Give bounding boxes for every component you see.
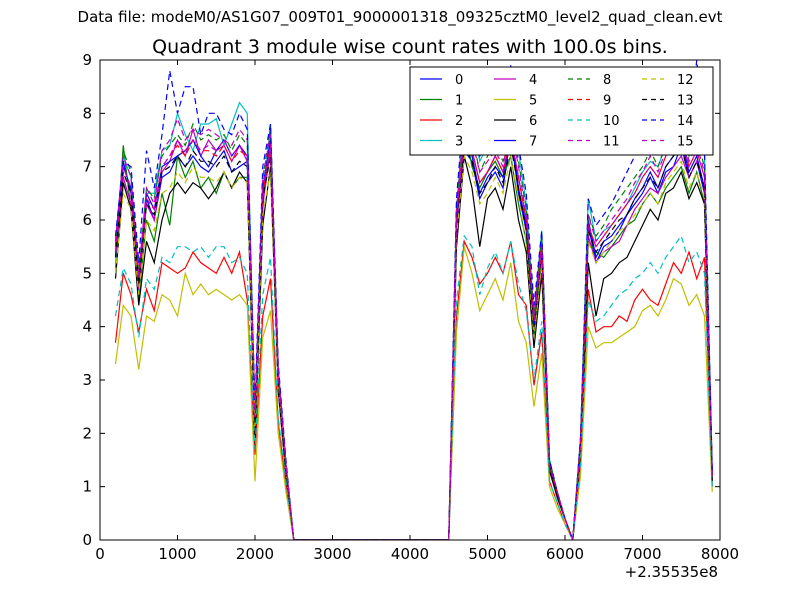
legend-label-15: 15 [677, 135, 694, 150]
series-layer [114, 60, 713, 540]
series-line-8 [114, 116, 713, 540]
legend-label-2: 2 [455, 114, 463, 129]
x-tick-label: 3000 [313, 545, 351, 563]
legend-label-0: 0 [455, 73, 463, 88]
series-line-5 [114, 246, 713, 540]
x-offset-label: +2.35535e8 [625, 563, 718, 581]
legend-label-12: 12 [677, 73, 694, 88]
legend-label-11: 11 [603, 135, 620, 150]
series-line-0 [114, 134, 713, 540]
axis-ticks: 0 1000 2000 3000 4000 5000 6000 7000 80000123456… [82, 51, 739, 563]
series-line-6 [114, 155, 713, 540]
chart-title: Quadrant 3 module wise count rates with … [152, 36, 668, 58]
y-tick-label: 1 [82, 478, 92, 496]
legend-label-6: 6 [529, 114, 537, 129]
legend-label-3: 3 [455, 135, 463, 150]
legend-label-4: 4 [529, 73, 537, 88]
x-tick-label: 6000 [546, 545, 584, 563]
y-tick-label: 3 [82, 371, 92, 389]
x-tick-label: 8000 [701, 545, 739, 563]
x-tick-label: 4000 [391, 545, 429, 563]
series-line-1 [114, 123, 713, 540]
y-tick-label: 9 [82, 51, 92, 69]
x-tick-label: 1000 [158, 545, 196, 563]
x-tick-label: 7000 [623, 545, 661, 563]
x-tick-label: 2000 [236, 545, 274, 563]
y-tick-label: 0 [82, 531, 92, 549]
y-tick-label: 5 [82, 264, 92, 282]
series-line-13 [114, 143, 713, 540]
y-tick-label: 6 [82, 211, 92, 229]
y-tick-label: 8 [82, 104, 92, 122]
y-tick-label: 2 [82, 424, 92, 442]
series-line-12 [114, 153, 713, 540]
legend-label-14: 14 [677, 114, 694, 129]
series-line-10 [114, 234, 713, 540]
legend-label-9: 9 [603, 94, 611, 109]
legend-label-8: 8 [603, 73, 611, 88]
x-tick-label: 0 [95, 545, 105, 563]
series-line-15 [114, 132, 713, 540]
legend-label-1: 1 [455, 94, 463, 109]
legend-label-10: 10 [603, 114, 620, 129]
series-line-9 [114, 132, 713, 540]
legend-label-7: 7 [529, 135, 537, 150]
x-tick-label: 5000 [468, 545, 506, 563]
series-line-11 [114, 116, 713, 540]
legend-label-5: 5 [529, 94, 537, 109]
legend-box [409, 66, 714, 156]
y-tick-label: 7 [82, 158, 92, 176]
figure-suptitle: Data file: modeM0/AS1G07_009T01_90000013… [77, 8, 723, 26]
legend-label-13: 13 [677, 94, 694, 109]
y-tick-label: 4 [82, 318, 92, 336]
series-line-2 [114, 239, 713, 540]
